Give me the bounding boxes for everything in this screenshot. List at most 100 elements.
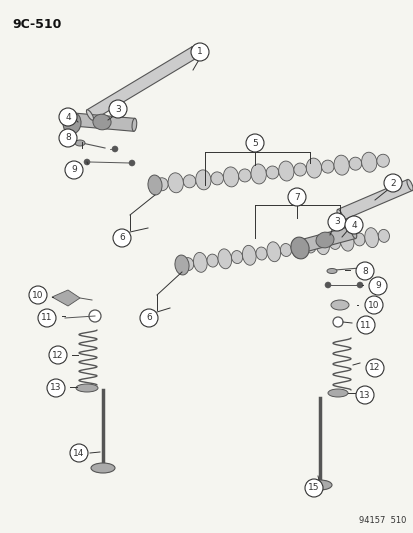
Ellipse shape — [339, 231, 353, 251]
Polygon shape — [87, 47, 197, 120]
Ellipse shape — [223, 167, 238, 187]
Polygon shape — [52, 290, 80, 306]
Ellipse shape — [255, 247, 266, 260]
Ellipse shape — [361, 152, 376, 172]
Ellipse shape — [182, 257, 193, 271]
Text: 3: 3 — [115, 104, 121, 114]
Ellipse shape — [76, 384, 98, 392]
Ellipse shape — [330, 300, 348, 310]
Text: 7: 7 — [293, 192, 299, 201]
Ellipse shape — [75, 140, 85, 146]
Circle shape — [383, 174, 401, 192]
Circle shape — [113, 229, 131, 247]
Ellipse shape — [304, 240, 315, 253]
Ellipse shape — [329, 237, 340, 249]
Circle shape — [245, 134, 263, 152]
Polygon shape — [294, 226, 355, 254]
Ellipse shape — [147, 175, 161, 195]
Ellipse shape — [67, 112, 72, 126]
Circle shape — [70, 444, 88, 462]
Text: 1: 1 — [197, 47, 202, 56]
Text: 12: 12 — [52, 351, 64, 359]
Ellipse shape — [91, 463, 115, 473]
Ellipse shape — [377, 229, 389, 243]
Ellipse shape — [321, 160, 333, 173]
Polygon shape — [69, 112, 135, 131]
Ellipse shape — [183, 175, 195, 188]
Text: 6: 6 — [119, 233, 125, 243]
Circle shape — [190, 43, 209, 61]
Ellipse shape — [155, 178, 168, 191]
Text: 5: 5 — [252, 139, 257, 148]
Ellipse shape — [63, 112, 81, 134]
Ellipse shape — [266, 242, 280, 262]
Circle shape — [356, 316, 374, 334]
Circle shape — [49, 346, 67, 364]
Circle shape — [365, 359, 383, 377]
Circle shape — [38, 309, 56, 327]
Text: 9: 9 — [71, 166, 77, 174]
Circle shape — [65, 161, 83, 179]
Text: 4: 4 — [350, 221, 356, 230]
Ellipse shape — [250, 164, 266, 184]
Ellipse shape — [280, 244, 291, 256]
Circle shape — [368, 277, 386, 295]
Ellipse shape — [291, 238, 304, 258]
Ellipse shape — [315, 235, 329, 255]
Circle shape — [327, 213, 345, 231]
Ellipse shape — [242, 245, 256, 265]
Ellipse shape — [315, 232, 333, 248]
Ellipse shape — [217, 249, 231, 269]
Circle shape — [324, 282, 330, 288]
Ellipse shape — [175, 255, 189, 275]
Ellipse shape — [293, 163, 306, 176]
Text: 9: 9 — [374, 281, 380, 290]
Text: 13: 13 — [358, 391, 370, 400]
Text: 8: 8 — [361, 266, 367, 276]
Ellipse shape — [376, 154, 388, 167]
Circle shape — [355, 386, 373, 404]
Ellipse shape — [238, 169, 251, 182]
Circle shape — [59, 129, 77, 147]
Ellipse shape — [307, 480, 331, 490]
Ellipse shape — [191, 47, 198, 57]
Ellipse shape — [86, 110, 93, 120]
Ellipse shape — [350, 226, 356, 239]
Circle shape — [364, 296, 382, 314]
Circle shape — [47, 379, 65, 397]
Ellipse shape — [211, 172, 223, 185]
Ellipse shape — [353, 233, 364, 246]
Text: 14: 14 — [73, 448, 85, 457]
Circle shape — [59, 108, 77, 126]
Circle shape — [356, 282, 362, 288]
Ellipse shape — [290, 237, 309, 259]
Polygon shape — [337, 180, 411, 221]
Ellipse shape — [327, 389, 347, 397]
Text: 13: 13 — [50, 384, 62, 392]
Ellipse shape — [364, 228, 377, 248]
Circle shape — [287, 188, 305, 206]
Ellipse shape — [292, 241, 298, 254]
Text: 11: 11 — [41, 313, 52, 322]
Text: 3: 3 — [333, 217, 339, 227]
Circle shape — [140, 309, 158, 327]
Text: 94157  510: 94157 510 — [358, 516, 405, 525]
Text: 6: 6 — [146, 313, 152, 322]
Text: 10: 10 — [32, 290, 44, 300]
Circle shape — [129, 160, 135, 166]
Circle shape — [112, 146, 118, 152]
Circle shape — [109, 100, 127, 118]
Circle shape — [29, 286, 47, 304]
Text: 12: 12 — [368, 364, 380, 373]
Circle shape — [355, 262, 373, 280]
Ellipse shape — [195, 170, 211, 190]
Ellipse shape — [206, 254, 218, 267]
Ellipse shape — [93, 114, 111, 130]
Ellipse shape — [348, 157, 361, 170]
Ellipse shape — [231, 251, 242, 263]
Ellipse shape — [326, 269, 336, 273]
Ellipse shape — [336, 209, 342, 221]
Circle shape — [344, 216, 362, 234]
Text: 10: 10 — [367, 301, 379, 310]
Ellipse shape — [132, 118, 136, 131]
